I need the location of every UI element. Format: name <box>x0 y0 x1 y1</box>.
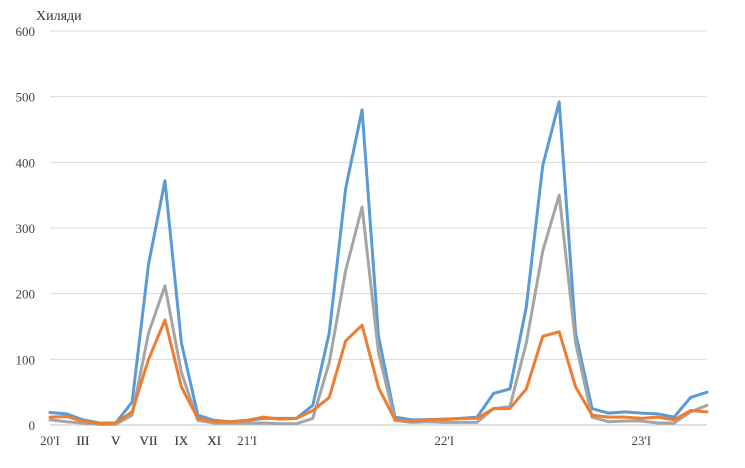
x-tick-label: XI <box>207 433 221 448</box>
x-tick-label: 20'I <box>40 433 60 448</box>
x-tick-label: V <box>111 433 121 448</box>
x-tick-label: III <box>76 433 89 448</box>
y-axis-ticks: 0 100 200 300 400 500 600 <box>16 24 36 433</box>
y-tick-label: 100 <box>16 352 36 367</box>
x-tick-label: V <box>111 433 121 448</box>
y-unit-label: Хиляди <box>36 9 82 24</box>
x-tick-label: III <box>76 433 89 448</box>
x-tick-label: V <box>111 433 121 448</box>
x-tick-label: IX <box>175 433 189 448</box>
y-tick-label: 300 <box>16 221 36 236</box>
x-tick-label: 23'I <box>631 433 651 448</box>
x-tick-label: IX <box>175 433 189 448</box>
x-tick-label: V <box>111 433 121 448</box>
series-line-1 <box>48 100 709 425</box>
x-tick-label: XI <box>207 433 221 448</box>
x-tick-label: 22'I <box>434 433 454 448</box>
x-tick-label: VII <box>140 433 158 448</box>
series-line-2 <box>48 193 709 426</box>
x-tick-label: 21'I <box>237 433 257 448</box>
x-tick-label: XI <box>207 433 221 448</box>
y-tick-label: 500 <box>16 90 36 105</box>
y-tick-label: 600 <box>16 24 36 39</box>
x-tick-label: III <box>76 433 89 448</box>
y-tick-label: 0 <box>29 418 36 433</box>
x-tick-label: VII <box>140 433 158 448</box>
y-tick-label: 400 <box>16 155 36 170</box>
y-tick-label: 200 <box>16 287 36 302</box>
series-line-3 <box>48 318 709 426</box>
x-tick-label: III <box>76 433 89 448</box>
series-lines <box>48 100 709 426</box>
x-tick-label: VII <box>140 433 158 448</box>
x-tick-label: IX <box>175 433 189 448</box>
grid <box>50 30 707 426</box>
